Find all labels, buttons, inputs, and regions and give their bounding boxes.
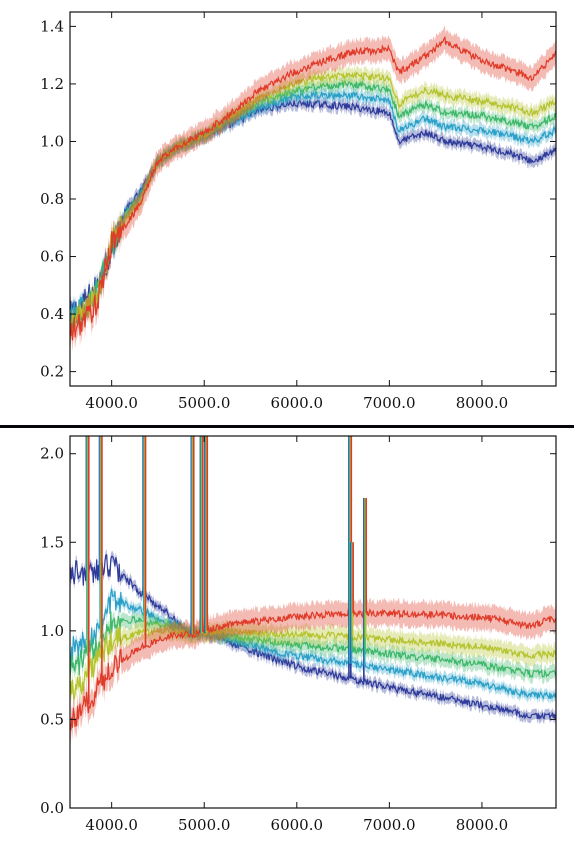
- y-tick-label: 1.0: [40, 622, 64, 640]
- x-tick-label: 8000.0: [456, 394, 509, 412]
- y-tick-label: 0.8: [40, 190, 64, 208]
- chart-top: 0.2 0.4 0.6 0.8 1.0 1.2 1.4 4000.0 5000.0 6000.0 7…: [40, 11, 557, 412]
- series-line-1: [70, 588, 556, 700]
- series-band-1: [70, 583, 556, 705]
- y-tick-label: 1.2: [40, 75, 64, 93]
- series-line-4: [70, 607, 556, 731]
- x-tick-label: 4000.0: [85, 394, 138, 412]
- x-tick-label: 7000.0: [363, 816, 416, 834]
- x-tick-label: 7000.0: [363, 394, 416, 412]
- spectrum-panel-top: 0.2 0.4 0.6 0.8 1.0 1.2 1.4 4000.0 5000.0 6000.0 7…: [0, 0, 574, 425]
- series-band-1: [70, 86, 556, 333]
- series-band-3: [70, 617, 556, 709]
- plot-area: [70, 436, 556, 743]
- axis-frame: [69, 435, 557, 809]
- series-line-0: [70, 554, 556, 721]
- y-tick-label: 1.4: [40, 17, 64, 35]
- y-tick-label: 0.2: [40, 363, 64, 381]
- y-tick-label: 0.4: [40, 305, 64, 323]
- y-tick-label: 1.5: [40, 533, 64, 551]
- series-band-3: [70, 65, 556, 344]
- x-tick-label: 5000.0: [178, 816, 231, 834]
- spectrum-panel-bottom: 0.0 0.5 1.0 1.5 2.0 4000.0 5000.0 6000.0 7000.0 8…: [0, 428, 574, 847]
- x-tick-label: 4000.0: [85, 816, 138, 834]
- series-line-4: [70, 35, 556, 341]
- y-tick-label: 0.6: [40, 248, 64, 266]
- series-band-4: [70, 25, 556, 352]
- y-tick-label: 1.0: [40, 132, 64, 150]
- y-tick-label: 2.0: [40, 445, 64, 463]
- plot-area: [70, 25, 556, 352]
- x-tick-label: 6000.0: [271, 816, 324, 834]
- y-tick-label: 0.0: [40, 799, 64, 817]
- y-tick-label: 0.5: [40, 710, 64, 728]
- series-line-3: [70, 626, 556, 700]
- series-band-0: [70, 549, 556, 725]
- series-line-2: [70, 611, 556, 679]
- chart-bottom: 0.0 0.5 1.0 1.5 2.0 4000.0 5000.0 6000.0 7000.0 8…: [40, 435, 557, 834]
- x-tick-label: 6000.0: [271, 394, 324, 412]
- x-tick-label: 5000.0: [178, 394, 231, 412]
- x-tick-label: 8000.0: [456, 816, 509, 834]
